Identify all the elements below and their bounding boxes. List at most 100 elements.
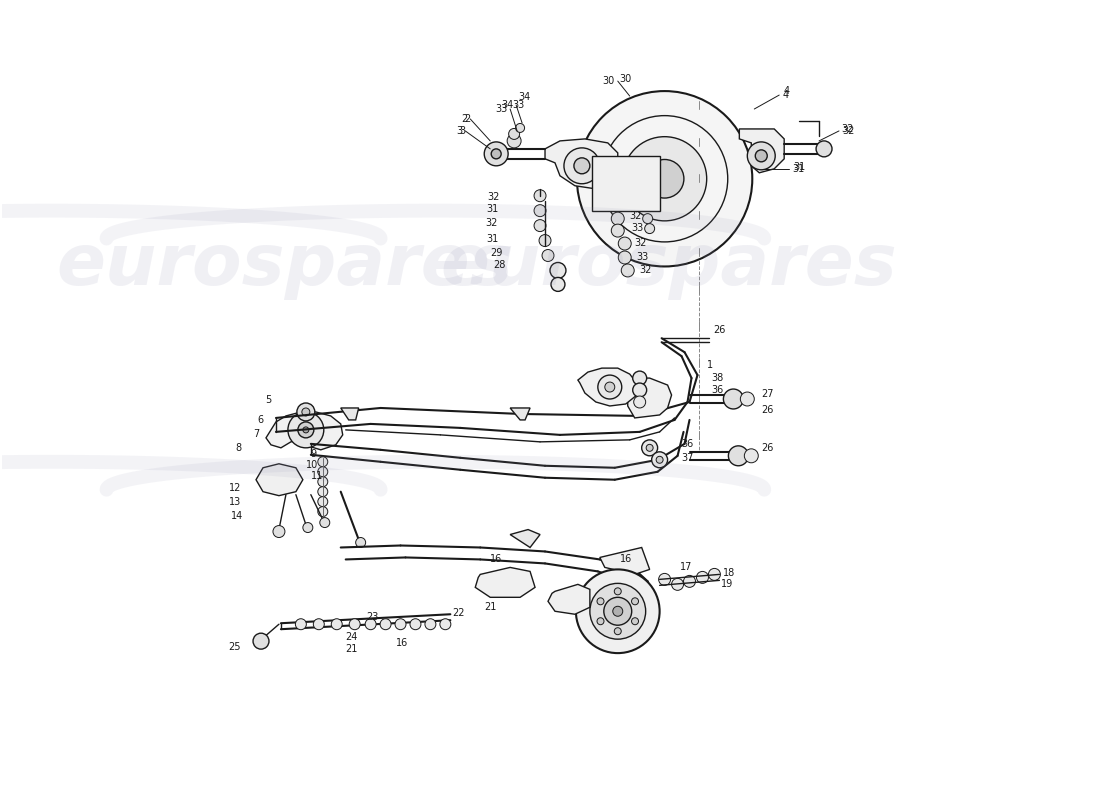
Circle shape [551,278,565,291]
Text: 9: 9 [311,449,317,459]
Circle shape [576,91,752,266]
Text: 34: 34 [500,100,513,110]
Circle shape [646,159,684,198]
Polygon shape [628,378,672,418]
Text: 3: 3 [456,126,462,136]
Text: 32: 32 [635,238,647,247]
Text: 36: 36 [682,439,694,449]
Circle shape [349,618,360,630]
Circle shape [623,137,706,221]
Circle shape [508,129,519,139]
Circle shape [253,633,270,649]
Circle shape [425,618,436,630]
Text: 16: 16 [619,554,632,565]
Circle shape [574,158,590,174]
Text: 2: 2 [464,114,471,124]
Text: 26: 26 [761,405,773,415]
Text: 4: 4 [782,90,789,100]
Circle shape [745,449,758,462]
Circle shape [318,457,328,466]
Circle shape [297,403,315,421]
Circle shape [318,497,328,506]
Circle shape [597,375,622,399]
Text: 30: 30 [619,74,632,84]
Circle shape [696,571,708,583]
Polygon shape [548,584,590,614]
Circle shape [535,205,546,217]
Text: 6: 6 [257,415,263,425]
Circle shape [539,234,551,246]
Circle shape [296,618,306,630]
Text: 11: 11 [311,470,323,481]
Circle shape [632,383,647,397]
Text: 31: 31 [793,162,805,172]
Circle shape [645,224,654,234]
Circle shape [632,371,647,385]
Circle shape [331,618,342,630]
Text: 38: 38 [712,373,724,383]
Text: 12: 12 [229,482,241,493]
Circle shape [605,382,615,392]
Circle shape [302,427,309,433]
Circle shape [564,148,600,184]
Circle shape [381,618,392,630]
Text: 21: 21 [345,644,359,654]
Circle shape [314,618,324,630]
Text: 2: 2 [461,114,468,124]
Polygon shape [475,567,535,598]
Circle shape [597,618,604,625]
Polygon shape [510,530,540,547]
Text: 23: 23 [366,612,379,622]
Text: eurospares: eurospares [440,231,898,300]
Text: 7: 7 [253,429,258,439]
Circle shape [318,477,328,486]
Polygon shape [544,139,618,189]
Circle shape [646,444,653,451]
Circle shape [634,396,646,408]
Polygon shape [578,368,638,406]
Circle shape [631,618,638,625]
Polygon shape [592,156,660,210]
Text: 33: 33 [637,251,649,262]
Polygon shape [510,408,530,420]
Text: 33: 33 [495,104,507,114]
Circle shape [410,618,421,630]
Circle shape [590,583,646,639]
Text: 16: 16 [491,554,503,565]
Text: 1: 1 [707,360,714,370]
Circle shape [683,575,695,587]
Text: 37: 37 [682,453,694,462]
Circle shape [618,251,631,264]
Circle shape [440,618,451,630]
Text: 17: 17 [680,562,692,573]
Circle shape [656,456,663,463]
Circle shape [355,538,365,547]
Text: 13: 13 [229,497,241,506]
Text: 28: 28 [493,261,505,270]
Circle shape [318,506,328,517]
Circle shape [492,149,502,159]
Text: 10: 10 [306,460,318,470]
Text: eurospares: eurospares [57,231,514,300]
Text: 32: 32 [842,124,854,134]
Circle shape [651,452,668,468]
Text: 25: 25 [229,642,241,652]
Text: 19: 19 [722,579,734,590]
Circle shape [747,142,776,170]
Text: 33: 33 [513,100,525,110]
Circle shape [484,142,508,166]
Polygon shape [341,408,359,420]
Text: 30: 30 [603,76,615,86]
Text: 24: 24 [345,632,359,642]
Circle shape [302,522,312,533]
Circle shape [320,518,330,527]
Circle shape [301,408,310,416]
Text: 31: 31 [486,234,498,243]
Text: 22: 22 [452,608,465,618]
Circle shape [614,628,622,634]
Circle shape [318,466,328,477]
Text: 33: 33 [631,222,644,233]
Text: 31: 31 [486,204,498,214]
Circle shape [659,574,671,586]
Text: 3: 3 [459,126,465,136]
